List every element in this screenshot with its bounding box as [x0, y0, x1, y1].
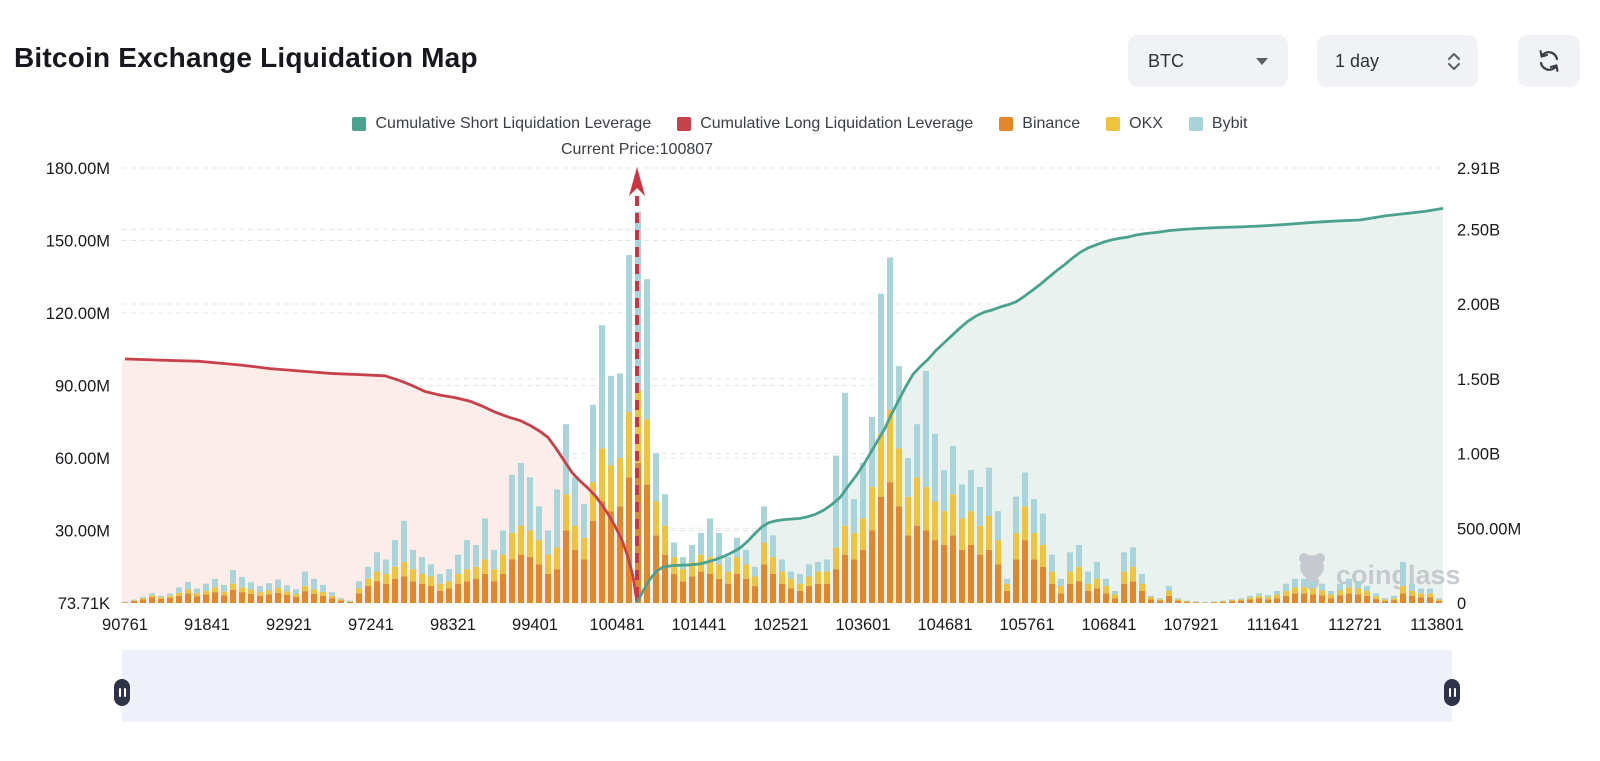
refresh-button[interactable] [1518, 35, 1580, 87]
page-title: Bitcoin Exchange Liquidation Map [14, 42, 478, 73]
left-axis-tick: 73.71K [58, 595, 110, 613]
legend-swatch-short [352, 117, 367, 131]
x-axis-tick: 91841 [184, 616, 230, 634]
interval-select[interactable]: 1 day [1317, 35, 1478, 87]
long-liquidation-line [124, 357, 639, 603]
legend-item-short-leverage[interactable]: Cumulative Short Liquidation Leverage [352, 115, 651, 133]
x-axis-tick: 103601 [835, 616, 890, 634]
slider-handle-right[interactable] [1444, 679, 1460, 706]
legend-swatch-binance [999, 117, 1014, 131]
x-axis-tick: 98321 [430, 616, 476, 634]
legend-item-binance[interactable]: Binance [999, 115, 1080, 133]
x-axis-tick: 107921 [1163, 616, 1218, 634]
left-axis-tick: 180.00M [46, 160, 110, 178]
left-axis-tick: 30.00M [55, 523, 110, 541]
range-slider[interactable] [114, 650, 1460, 722]
right-axis-tick: 1.50B [1457, 371, 1500, 389]
current-price-label: Current Price:100807 [560, 141, 714, 158]
axis-labels: 73.71K 30.00M 60.00M 90.00M 120.00M 150.00M 18… [46, 160, 1521, 634]
legend-swatch-bybit [1188, 117, 1203, 131]
legend-label: Cumulative Long Liquidation Leverage [700, 115, 974, 132]
current-price-arrow-icon [629, 167, 645, 196]
left-axis-tick: 90.00M [55, 378, 110, 396]
x-axis-tick: 90761 [102, 616, 148, 634]
x-axis-tick: 97241 [348, 616, 394, 634]
x-axis-tick: 106841 [1081, 616, 1136, 634]
right-axis-tick: 2.91B [1457, 160, 1500, 178]
legend-swatch-okx [1106, 117, 1121, 131]
right-axis-tick: 500.00M [1457, 520, 1521, 538]
right-axis-tick: 2.50B [1457, 221, 1500, 239]
watermark-text: coinglass [1336, 560, 1461, 590]
long-area-fill [122, 358, 637, 603]
x-axis-tick: 113801 [1410, 616, 1464, 634]
x-axis-tick: 92921 [266, 616, 312, 634]
x-axis-tick: 99401 [512, 616, 558, 634]
legend-swatch-long [677, 117, 692, 131]
short-liquidation-line [635, 206, 1444, 603]
legend-item-bybit[interactable]: Bybit [1188, 115, 1248, 133]
legend-label: OKX [1129, 115, 1163, 132]
symbol-select[interactable]: BTC [1128, 35, 1288, 87]
legend-label: Cumulative Short Liquidation Leverage [375, 115, 652, 132]
interval-select-value: 1 day [1335, 50, 1380, 71]
x-axis-tick: 112721 [1328, 616, 1382, 634]
legend-item-okx[interactable]: OKX [1106, 115, 1163, 133]
left-axis-tick: 150.00M [46, 233, 110, 251]
left-axis-tick: 60.00M [55, 450, 110, 468]
x-axis-tick: 105761 [999, 616, 1054, 634]
legend-label: Bybit [1211, 115, 1248, 132]
x-axis-tick: 102521 [753, 616, 808, 634]
x-axis-tick: 111641 [1247, 616, 1300, 634]
right-axis-tick: 0 [1457, 595, 1466, 613]
right-axis-tick: 1.00B [1457, 446, 1500, 464]
right-axis-tick: 2.00B [1457, 296, 1500, 314]
slider-handle-left[interactable] [114, 679, 130, 706]
chevron-down-icon [1256, 57, 1268, 65]
x-axis-tick: 104681 [917, 616, 972, 634]
legend-item-long-leverage[interactable]: Cumulative Long Liquidation Leverage [677, 115, 973, 133]
symbol-select-value: BTC [1148, 50, 1184, 71]
refresh-icon [1539, 50, 1559, 72]
legend-label: Binance [1022, 115, 1081, 132]
legend: Cumulative Short Liquidation Leverage Cu… [0, 115, 1600, 133]
x-axis-tick: 101441 [671, 616, 726, 634]
left-axis-tick: 120.00M [46, 305, 110, 323]
chevron-up-down-icon [1448, 52, 1460, 70]
x-axis-tick: 100481 [589, 616, 644, 634]
